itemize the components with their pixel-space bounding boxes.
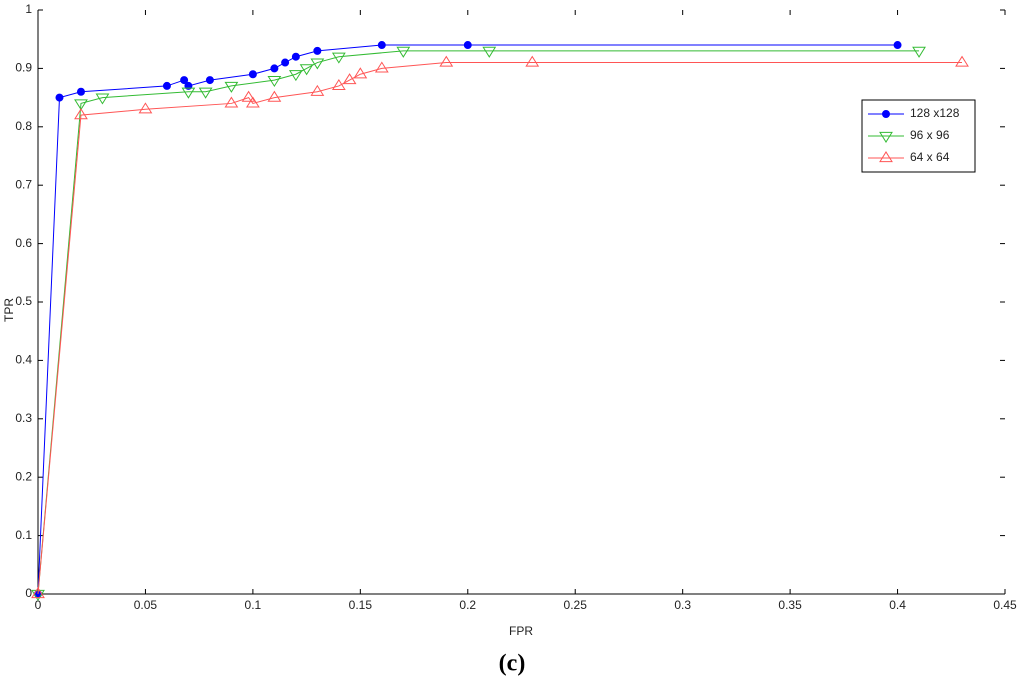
marker [267,75,282,88]
marker [291,52,300,61]
x-axis-label: FPR [509,624,533,638]
y-tick-label: 0.8 [15,119,32,133]
y-tick-label: 0.5 [15,294,32,308]
marker [198,87,213,99]
marker [313,46,322,55]
marker [288,70,303,82]
marker [353,67,368,79]
marker [281,58,290,67]
y-tick-label: 0.3 [15,411,32,425]
marker [331,78,346,91]
marker [882,110,890,118]
x-tick-label: 0.2 [459,598,476,612]
marker [299,64,314,76]
marker [205,76,214,85]
marker [95,93,110,105]
legend-label: 128 x128 [910,106,960,120]
marker [879,131,893,143]
marker [31,587,45,599]
marker [55,93,64,102]
x-tick-label: 0.15 [349,598,373,612]
marker [331,52,346,64]
y-tick-label: 1 [25,2,32,16]
marker [270,64,279,73]
x-tick-label: 0.1 [245,598,262,612]
marker [955,55,969,67]
marker [310,84,325,96]
caption: (c) [499,651,526,677]
marker [912,46,926,58]
marker [76,87,85,96]
marker [241,90,256,102]
marker [138,102,153,114]
marker [74,108,88,120]
marker [181,87,196,99]
marker [439,55,454,67]
y-tick-label: 0.9 [15,61,32,75]
x-tick-label: 0.25 [564,598,588,612]
legend-label: 64 x 64 [910,150,950,164]
series-line [37,50,920,595]
marker [267,90,282,102]
y-tick-label: 0.1 [15,528,32,542]
series-line [37,62,963,595]
x-tick-label: 0.45 [993,598,1017,612]
marker [463,41,472,50]
marker [248,70,257,79]
marker [245,96,260,108]
y-axis-label: TPR [2,298,16,322]
marker [224,96,239,108]
marker [374,61,389,73]
marker [377,41,386,50]
y-tick-label: 0 [25,586,32,600]
marker [396,46,411,58]
marker [180,76,189,85]
x-tick-label: 0.3 [674,598,691,612]
marker [74,99,88,111]
y-tick-label: 0.7 [15,177,32,191]
marker [482,46,497,58]
legend-label: 96 x 96 [910,128,950,142]
x-tick-label: 0.4 [889,598,906,612]
marker [224,81,239,93]
x-tick-label: 0 [35,598,42,612]
marker [525,55,540,67]
marker [162,81,171,90]
x-tick-label: 0.05 [134,598,158,612]
marker [342,73,357,85]
marker [310,58,325,70]
y-tick-label: 0.4 [15,353,32,367]
marker [893,41,902,50]
series-line [37,44,898,595]
x-tick-label: 0.35 [778,598,802,612]
y-tick-label: 0.6 [15,236,32,250]
y-tick-label: 0.2 [15,469,32,483]
marker [879,151,893,163]
